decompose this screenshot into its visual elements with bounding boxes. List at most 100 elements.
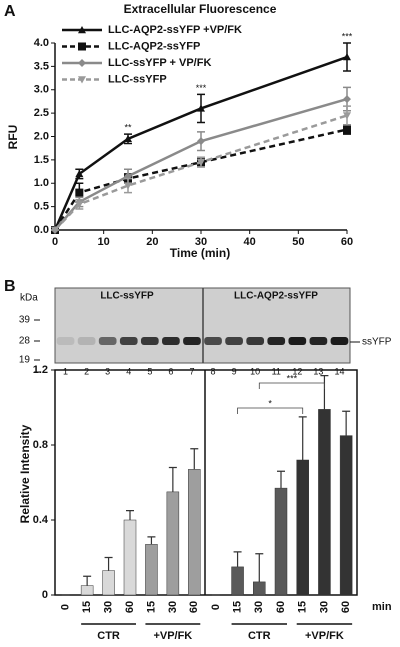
lane-label: 5	[147, 366, 152, 376]
lane-label: 14	[334, 366, 344, 376]
error-bar	[168, 466, 177, 492]
marker-label: 39	[19, 315, 31, 326]
x-tick-label: 20	[146, 236, 158, 248]
bar	[188, 469, 201, 596]
x-tick-label: 30	[253, 601, 265, 613]
x-unit: min	[372, 601, 392, 613]
bar	[166, 491, 180, 596]
point	[75, 169, 84, 178]
blot-band	[140, 337, 159, 345]
bar	[123, 519, 137, 596]
blot-band	[77, 337, 96, 345]
series-line	[54, 114, 348, 231]
marker-label: 28	[19, 336, 31, 347]
y-tick-label: 0.8	[33, 439, 48, 451]
y-tick-label: 1.0	[34, 177, 49, 189]
y-tick-label: 0.4	[33, 514, 49, 526]
bar	[296, 459, 309, 596]
blot-header: LLC-ssYFP	[100, 291, 154, 302]
point	[124, 134, 132, 143]
bar	[318, 409, 331, 596]
y-axis-label: Relative Intensity	[18, 424, 32, 523]
lane-label: 3	[105, 366, 110, 376]
point	[51, 226, 59, 234]
point	[197, 104, 205, 112]
x-tick-label: 60	[275, 601, 287, 613]
error-bar	[320, 375, 329, 410]
significance-bracket	[258, 382, 325, 389]
x-tick-label: 30	[102, 601, 114, 613]
x-tick-label: 0	[52, 236, 58, 248]
lane-label: 11	[272, 366, 281, 376]
bar	[102, 570, 115, 596]
y-tick-label: 2.0	[34, 130, 49, 142]
x-tick-label: 50	[292, 236, 304, 248]
lane-label: 8	[211, 366, 216, 376]
blot-band	[309, 337, 328, 345]
legend-label: LLC-AQP2-ssYFP	[108, 40, 200, 52]
point	[124, 182, 132, 190]
x-tick-label: 60	[188, 601, 200, 613]
legend-label: LLC-AQP2-ssYFP +VP/FK	[108, 24, 242, 36]
x-tick-label: 30	[167, 601, 179, 613]
x-tick-label: 60	[124, 601, 136, 613]
legend-label: LLC-ssYFP + VP/FK	[108, 57, 211, 69]
x-tick-label: 15	[145, 601, 157, 613]
lane-label: 10	[250, 366, 260, 376]
bar	[80, 585, 94, 596]
kda-label: kDa	[20, 293, 38, 304]
blot-band	[98, 337, 117, 345]
x-tick-label: 15	[231, 601, 243, 613]
bar	[339, 435, 353, 596]
y-tick-label: 0	[42, 589, 48, 601]
error-bar	[255, 553, 264, 582]
bar	[231, 566, 244, 596]
lane-label: 12	[292, 366, 302, 376]
blot-band	[204, 337, 222, 345]
y-tick-label: 0.5	[34, 201, 49, 213]
significance: ***	[342, 31, 353, 41]
band-label: ssYFP	[362, 337, 392, 348]
x-tick-label: 60	[341, 236, 353, 248]
y-tick-label: 4.0	[34, 37, 49, 49]
error-bar	[190, 448, 199, 470]
x-axis-label: Time (min)	[170, 246, 230, 260]
lane-label: 2	[84, 366, 89, 376]
chart-title: Extracellular Fluorescence	[124, 2, 277, 16]
plot-frame	[54, 369, 358, 596]
lane-label: 1	[63, 366, 68, 376]
blot-band	[288, 337, 307, 345]
significance: ***	[196, 83, 207, 93]
point	[75, 201, 84, 209]
point	[343, 125, 351, 134]
error-bar	[147, 536, 156, 545]
point	[343, 112, 351, 120]
x-tick-label: 60	[340, 601, 352, 613]
y-tick-label: 3.0	[34, 84, 49, 96]
blot-band	[246, 337, 265, 345]
blot-band	[267, 337, 286, 345]
lane-label: 13	[313, 366, 323, 376]
panel-label: B	[4, 278, 16, 295]
error-bar	[277, 470, 285, 489]
bar	[253, 581, 266, 596]
significance-bracket	[237, 407, 304, 414]
error-bar	[342, 410, 351, 436]
blot-band	[56, 337, 75, 345]
lane-label: 4	[126, 366, 131, 376]
error-bar	[233, 551, 242, 567]
y-tick-label: 1.5	[34, 154, 49, 166]
lane-label: 6	[168, 366, 173, 376]
error-bar	[298, 416, 307, 460]
x-tick-label: 15	[81, 601, 93, 613]
x-tick-label: 10	[98, 236, 110, 248]
x-tick-label: 30	[318, 601, 330, 613]
group-label: CTR	[248, 630, 271, 642]
legend-marker	[78, 26, 86, 34]
point	[197, 159, 205, 167]
x-tick-label: 0	[210, 604, 222, 610]
x-tick-label: 15	[297, 601, 309, 613]
marker-label: 19	[19, 355, 31, 366]
x-tick-label: 30	[195, 236, 207, 248]
